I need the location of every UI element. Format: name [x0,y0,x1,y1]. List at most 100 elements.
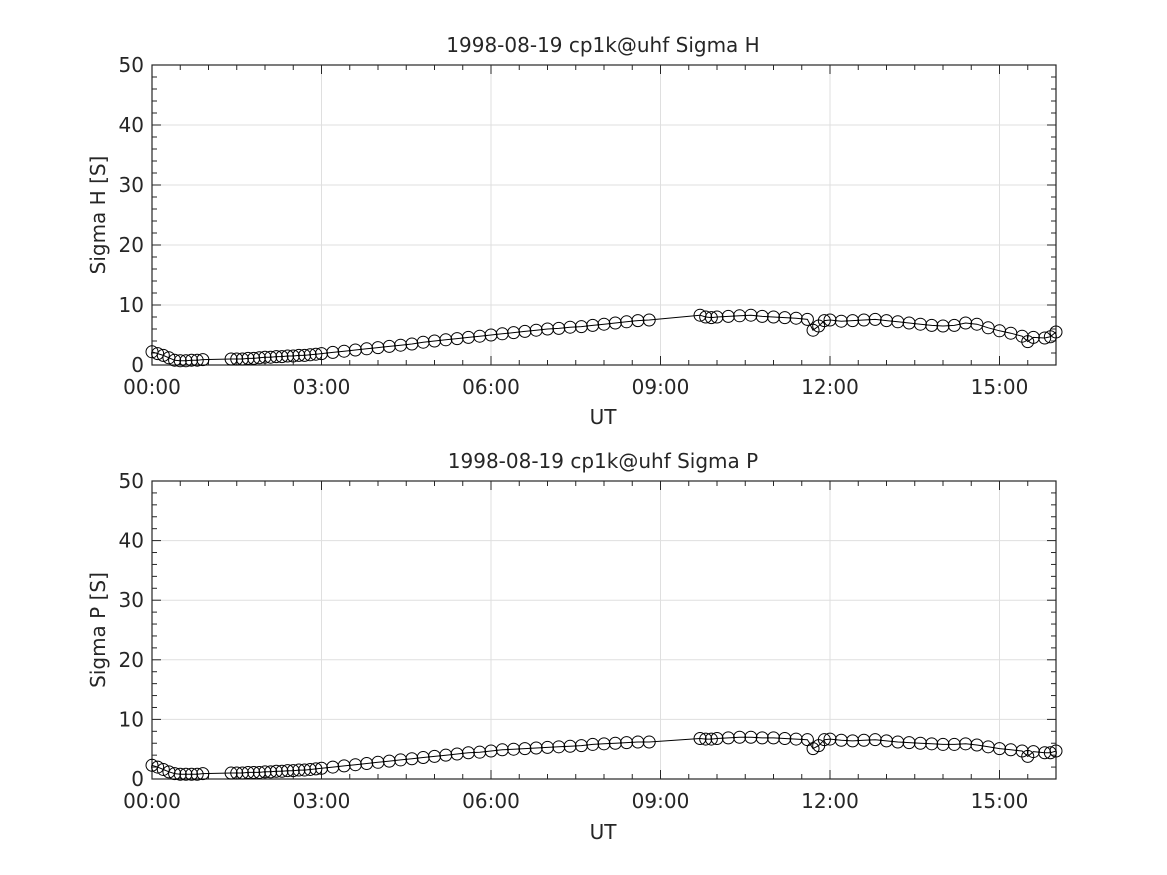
data-point [1038,331,1052,345]
data-point [495,327,509,341]
x-tick-label: 06:00 [462,375,520,399]
data-point [247,765,261,779]
data-point [230,766,244,780]
x-tick-label: 12:00 [801,375,859,399]
data-point [241,351,255,365]
x-tick-label: 15:00 [971,375,1029,399]
data-point [586,318,600,332]
data-point [586,737,600,751]
data-point [461,330,475,344]
data-point [529,323,543,337]
data-point [269,350,283,364]
data-point [563,320,577,334]
data-point [529,741,543,755]
data-point [173,354,187,368]
data-point [252,765,266,779]
data-point [281,764,295,778]
data-point [959,737,973,751]
x-tick-label: 06:00 [462,789,520,813]
data-point [800,312,814,326]
y-tick-label: 0 [131,767,144,791]
y-tick-label: 50 [119,469,144,493]
data-point [173,767,187,781]
data-point [196,353,210,367]
data-point [315,347,328,361]
data-point [880,314,893,328]
data-point [292,763,306,777]
data-point [224,352,238,366]
data-point [264,350,278,364]
data-point [190,767,204,781]
data-point [405,752,419,766]
data-point [507,742,521,756]
data-point [473,329,487,343]
y-tick-label: 30 [119,173,144,197]
x-tick-label: 09:00 [632,375,690,399]
data-point [733,730,747,744]
data-point [817,733,831,747]
data-point [789,311,803,325]
data-point [693,731,707,745]
data-point [416,335,430,349]
data-point [913,317,927,331]
data-point [264,765,278,779]
data-point [258,765,272,779]
data-point [303,348,317,362]
data-point [461,746,475,760]
data-point [733,309,747,323]
data-point [326,760,340,774]
data-point [1026,330,1040,344]
data-point [151,760,165,774]
data-point [823,732,837,746]
y-tick-label: 20 [119,648,144,672]
x-axis-label: UT [590,820,618,844]
data-point [880,734,893,748]
data-point [902,736,916,750]
data-point [608,316,622,330]
data-point [1043,746,1057,760]
data-point [704,311,718,325]
data-point [360,757,374,771]
data-point [597,737,611,751]
y-tick-label: 10 [119,707,144,731]
data-point [608,736,622,750]
data-point [817,314,831,328]
x-axis-label: UT [590,405,618,429]
data-point [292,348,306,362]
data-point [620,736,634,750]
chart-title: 1998-08-19 cp1k@uhf Sigma H [446,33,759,57]
y-tick-label: 0 [131,353,144,377]
data-point [179,354,193,368]
data-point [868,312,882,326]
data-point [394,338,408,352]
data-point [371,341,385,355]
data-point [947,737,961,751]
data-point [348,343,362,357]
data-point [286,349,300,363]
data-point [286,764,300,778]
data-point [156,762,170,776]
data-point [315,761,328,775]
data-point [541,322,554,336]
data-point [891,735,905,749]
data-point [631,314,645,328]
y-tick-label: 40 [119,529,144,553]
data-point [518,742,532,756]
data-point [891,315,905,329]
y-tick-label: 20 [119,233,144,257]
x-tick-label: 00:00 [123,789,181,813]
data-point [704,732,718,746]
data-point [518,324,532,338]
data-point [925,737,939,751]
y-tick-label: 30 [119,588,144,612]
data-point [382,754,396,768]
data-point [902,316,916,330]
data-point [450,332,464,346]
data-point [241,765,255,779]
data-point [439,333,453,347]
y-tick-label: 40 [119,113,144,137]
data-point [439,748,453,762]
data-point [275,764,289,778]
data-point [552,740,566,754]
